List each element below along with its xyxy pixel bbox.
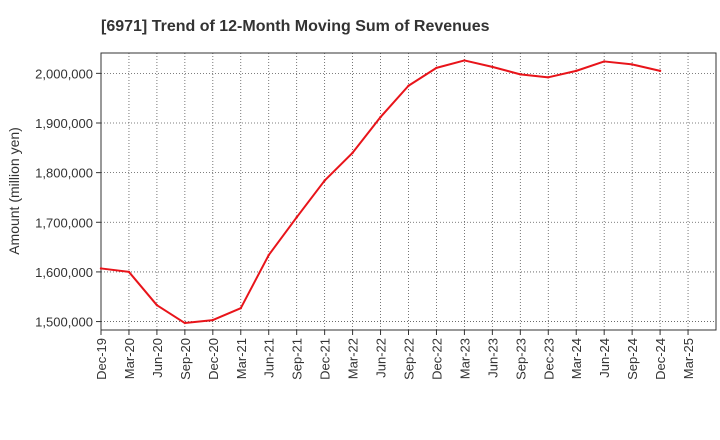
data-point xyxy=(99,267,103,270)
y-tick-label: 1,500,000 xyxy=(35,315,93,330)
data-point xyxy=(658,69,662,73)
data-point xyxy=(547,76,550,79)
data-point xyxy=(407,84,410,87)
data-point xyxy=(155,303,159,307)
x-tick-label: Sep-24 xyxy=(625,338,640,380)
x-tick-label: Sep-22 xyxy=(402,338,417,380)
x-tick-label: Dec-23 xyxy=(541,338,556,380)
x-tick-label: Mar-25 xyxy=(681,338,696,379)
x-tick-label: Dec-22 xyxy=(429,338,444,380)
data-point xyxy=(323,179,326,182)
x-tick-label: Dec-19 xyxy=(94,338,109,380)
grid-lines xyxy=(101,53,716,330)
data-point xyxy=(127,270,131,274)
x-tick-label: Mar-23 xyxy=(457,338,472,379)
chart-title: [6971] Trend of 12-Month Moving Sum of R… xyxy=(101,18,490,35)
x-tick-label: Mar-21 xyxy=(234,338,249,379)
y-tick-label: 1,600,000 xyxy=(35,265,93,280)
data-point xyxy=(211,318,215,322)
x-tick-label: Mar-20 xyxy=(122,338,137,379)
data-point xyxy=(630,63,634,66)
data-point xyxy=(267,253,270,257)
data-point xyxy=(183,321,187,325)
data-point xyxy=(602,60,606,63)
data-point xyxy=(435,66,438,70)
x-tick-label: Mar-22 xyxy=(346,338,361,379)
x-tick-label: Dec-21 xyxy=(318,338,333,380)
data-point xyxy=(463,59,466,62)
data-point xyxy=(295,216,298,219)
x-tick-label: Sep-23 xyxy=(513,338,528,380)
x-axis-ticks: Dec-19 Mar-20 Jun-20 Sep-20 Dec-20 Mar-21 Jun-… xyxy=(94,330,696,380)
y-axis-label: Amount (million yen) xyxy=(6,127,22,255)
y-tick-label: 1,900,000 xyxy=(35,116,93,131)
x-tick-label: Jun-23 xyxy=(485,338,500,378)
x-tick-label: Jun-24 xyxy=(597,338,612,378)
x-tick-label: Mar-24 xyxy=(569,338,584,379)
x-tick-label: Jun-20 xyxy=(150,338,165,378)
x-tick-label: Dec-24 xyxy=(653,338,668,380)
data-point xyxy=(351,151,354,154)
y-tick-label: 2,000,000 xyxy=(35,66,93,81)
data-point xyxy=(491,65,494,69)
x-tick-label: Sep-21 xyxy=(290,338,305,380)
x-tick-label: Jun-21 xyxy=(262,338,277,378)
y-tick-label: 1,700,000 xyxy=(35,215,93,230)
y-tick-label: 1,800,000 xyxy=(35,166,93,181)
x-tick-label: Sep-20 xyxy=(178,338,193,380)
data-point xyxy=(575,69,578,73)
data-point xyxy=(379,115,382,119)
y-axis-ticks: 1,500,000 1,600,000 1,700,000 1,800,000 1,90… xyxy=(35,66,101,330)
x-tick-label: Dec-20 xyxy=(206,338,221,380)
x-tick-label: Jun-22 xyxy=(374,338,389,378)
data-point xyxy=(239,306,242,310)
data-point xyxy=(519,73,522,76)
